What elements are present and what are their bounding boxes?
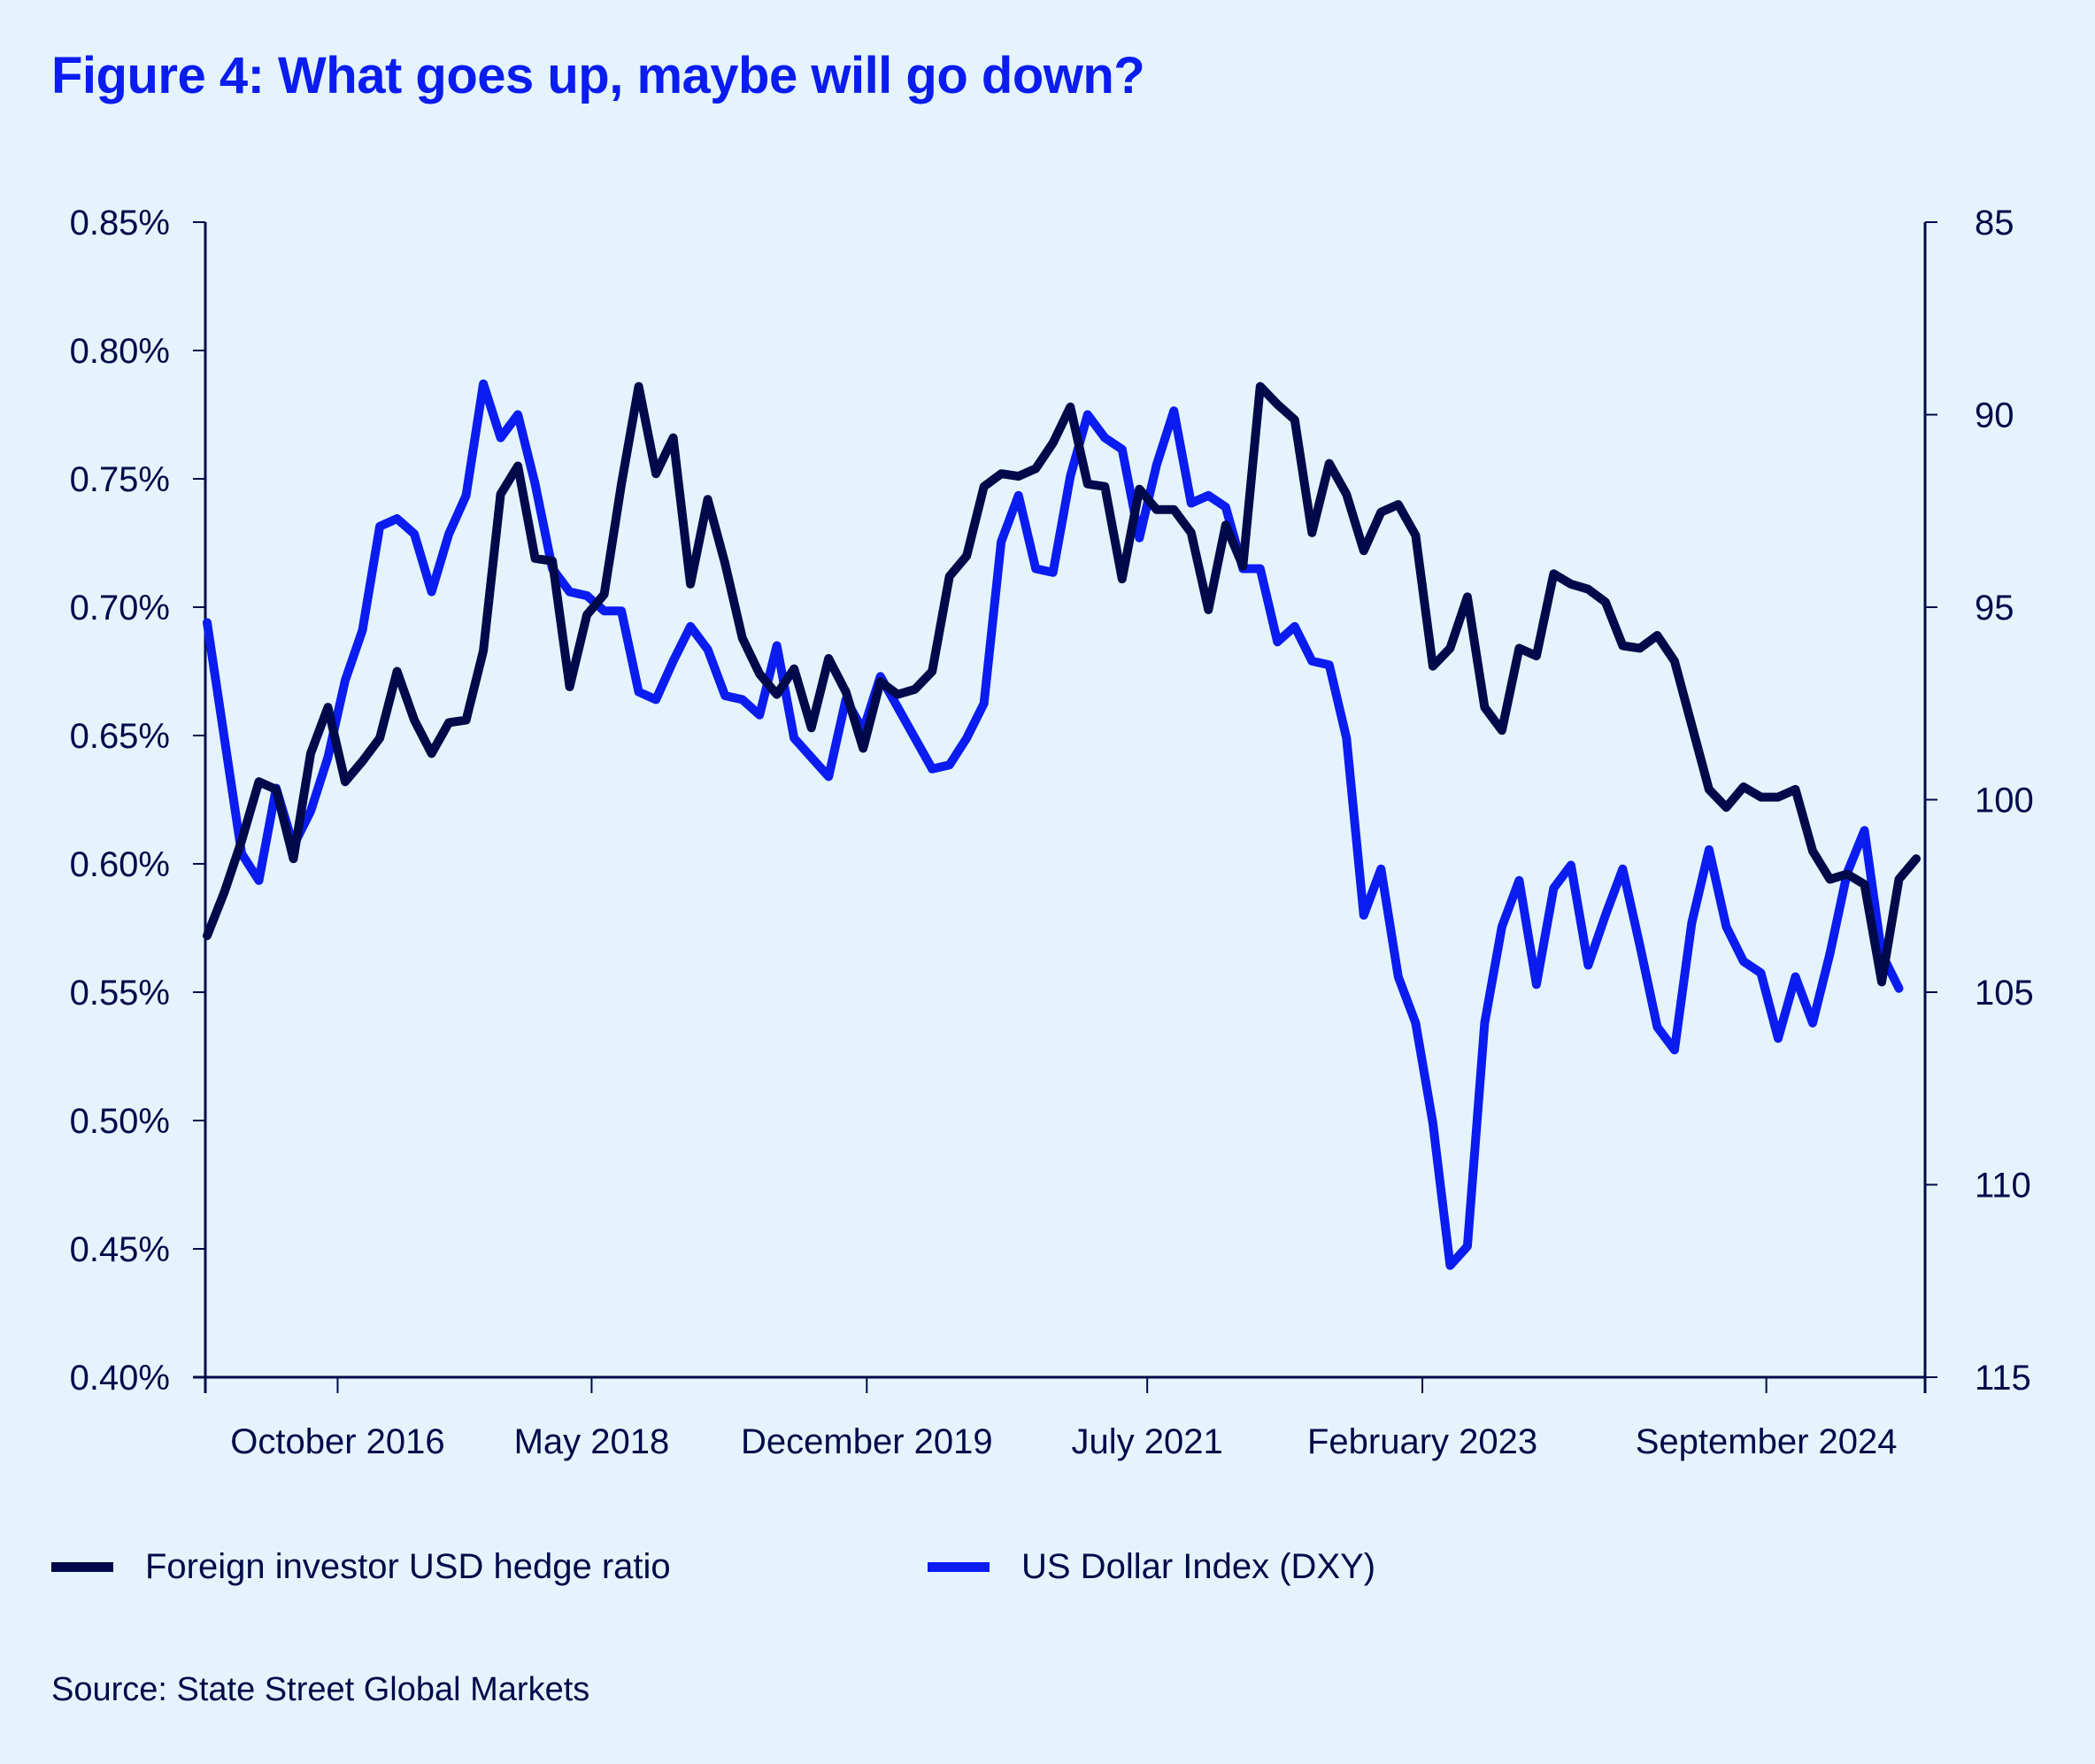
y-right-tick-label: 90: [1975, 397, 2014, 435]
source-note: Source: State Street Global Markets: [51, 1671, 590, 1708]
y-left-tick-label: 0.70%: [70, 589, 170, 628]
y-left-tick-label: 0.40%: [70, 1359, 170, 1398]
legend-swatch-dxy: [928, 1562, 990, 1572]
y-right-tick-label: 105: [1975, 974, 2034, 1013]
y-left-tick-label: 0.85%: [70, 204, 170, 243]
x-tick-label: October 2016: [230, 1422, 444, 1461]
chart-title: Figure 4: What goes up, maybe will go do…: [51, 47, 1145, 104]
legend-item-dxy: US Dollar Index (DXY): [928, 1547, 1375, 1587]
y-right-tick-label: 100: [1975, 782, 2034, 820]
y-left-tick-label: 0.55%: [70, 974, 170, 1013]
y-right-tick-label: 110: [1975, 1167, 2031, 1206]
x-axis-labels: October 2016 May 2018 December 2019 July 20…: [230, 1422, 1897, 1461]
y-left-tick-label: 0.50%: [70, 1102, 170, 1141]
x-tick-label: September 2024: [1636, 1422, 1898, 1461]
axes: [193, 221, 1937, 1393]
y-left-tick-label: 0.75%: [70, 460, 170, 499]
series-lines: [203, 379, 1921, 1270]
legend-item-hedge: Foreign investor USD hedge ratio: [51, 1547, 671, 1587]
x-tick-label: February 2023: [1307, 1422, 1537, 1461]
series-line-hedge-ratio: [203, 381, 1921, 987]
y-right-tick-label: 85: [1975, 204, 2014, 243]
x-tick-label: May 2018: [514, 1422, 670, 1461]
y-left-tick-label: 0.80%: [70, 332, 170, 371]
legend-label-hedge: Foreign investor USD hedge ratio: [145, 1547, 671, 1586]
x-tick-label: July 2021: [1072, 1422, 1223, 1461]
legend-swatch-hedge: [51, 1562, 113, 1572]
y-left-tick-label: 0.60%: [70, 845, 170, 884]
y-left-tick-label: 0.45%: [70, 1230, 170, 1269]
line-chart: 0.40% 0.45% 0.50% 0.55% 0.60% 0.65% 0.70% 0.75%…: [70, 204, 2034, 1461]
series-line-dxy: [203, 379, 1904, 1270]
y-right-tick-label: 95: [1975, 589, 2014, 628]
y-axis-left-labels: 0.40% 0.45% 0.50% 0.55% 0.60% 0.65% 0.70% 0.75%…: [70, 204, 170, 1398]
y-right-tick-label: 115: [1975, 1359, 2031, 1398]
y-left-tick-label: 0.65%: [70, 717, 170, 756]
x-tick-label: December 2019: [741, 1422, 993, 1461]
legend-label-dxy: US Dollar Index (DXY): [1021, 1547, 1376, 1586]
y-axis-right-labels: 85 90 95 100 105 110 115: [1975, 204, 2034, 1398]
